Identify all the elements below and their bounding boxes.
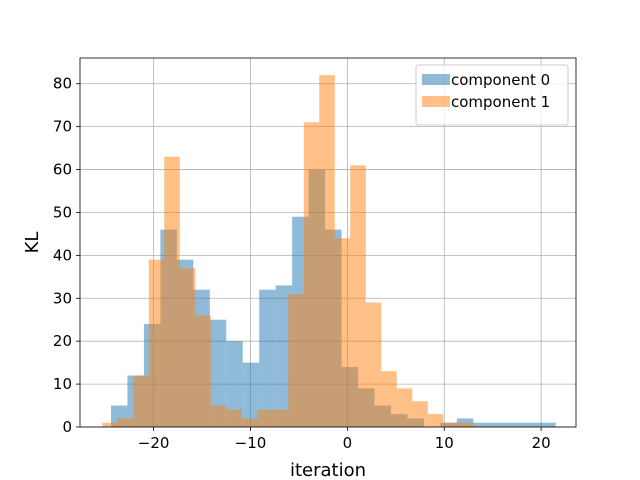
y-tick-label: 40: [53, 246, 72, 264]
histogram-bar: [334, 238, 351, 427]
histogram-bar: [303, 122, 320, 427]
histogram-bar: [288, 293, 304, 427]
histogram-bar: [133, 375, 149, 427]
histogram-bar: [275, 285, 293, 427]
y-tick-label: 50: [53, 203, 72, 221]
x-tick-label: −20: [138, 434, 170, 452]
histogram-bar: [102, 422, 118, 427]
legend-item: component 0: [422, 71, 550, 89]
axis-ticks: −20 −10 0 10 20 0 10 20 30 40 50 60 70 80: [53, 75, 551, 452]
histogram-bar: [179, 268, 196, 427]
y-tick-label: 20: [53, 332, 72, 350]
legend-swatch: [422, 96, 450, 107]
y-tick-label: 0: [62, 418, 72, 436]
histogram-bar: [506, 422, 523, 427]
histogram-bar: [209, 319, 227, 427]
y-tick-label: 60: [53, 161, 72, 179]
histogram-bar: [117, 418, 134, 427]
histogram-bar: [489, 422, 507, 427]
series-1-bars: [102, 75, 475, 428]
histogram-bar: [242, 362, 260, 427]
histogram-bar: [226, 341, 243, 427]
histogram-bar: [226, 409, 242, 427]
histogram-bar: [412, 401, 428, 427]
histogram-bar: [272, 409, 289, 427]
legend-box: [415, 64, 569, 126]
histogram-bar: [396, 388, 413, 427]
x-axis-label: iteration: [290, 460, 366, 480]
histogram-bar: [210, 405, 227, 427]
histogram-bar: [148, 259, 165, 427]
y-axis-label: KL: [22, 232, 43, 254]
histogram-bar: [458, 422, 475, 427]
histogram-bar: [539, 422, 556, 427]
histogram-bar: [427, 414, 444, 427]
histogram-bar: [257, 409, 273, 427]
histogram-bar: [164, 156, 180, 428]
x-tick-label: 10: [435, 434, 454, 452]
histogram-bar: [522, 422, 540, 427]
x-tick-label: 0: [343, 434, 353, 452]
histogram-bar: [473, 422, 490, 427]
histogram-bar: [319, 75, 335, 428]
legend-label: component 1: [451, 93, 550, 111]
legend: component 0 component 1: [415, 64, 569, 126]
legend-item: component 1: [422, 93, 550, 111]
histogram-bar: [241, 418, 258, 427]
y-tick-label: 70: [53, 118, 72, 136]
y-tick-label: 30: [53, 289, 72, 307]
y-tick-label: 10: [53, 375, 72, 393]
histogram-bar: [259, 289, 276, 427]
histogram-bar: [195, 315, 211, 427]
plot-frame: [79, 57, 577, 428]
y-tick-label: 80: [53, 75, 72, 93]
histogram-bar: [365, 302, 382, 427]
histogram-bar: [350, 165, 366, 427]
histogram-bar: [443, 422, 459, 427]
histogram-bar: [381, 371, 397, 427]
x-tick-label: −10: [235, 434, 267, 452]
legend-swatch: [422, 74, 450, 85]
x-tick-label: 20: [532, 434, 551, 452]
legend-label: component 0: [451, 71, 550, 89]
histogram-bars: [102, 75, 556, 428]
